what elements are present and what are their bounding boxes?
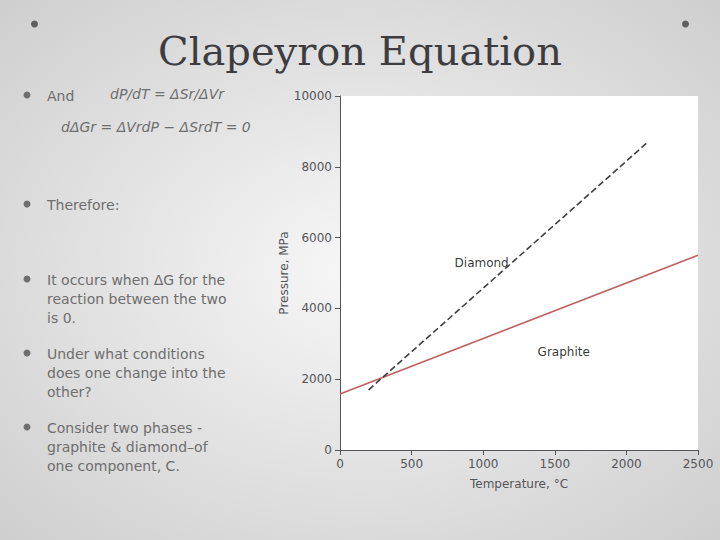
svg-text:Under what conditions: Under what conditions xyxy=(47,346,205,362)
svg-text:0: 0 xyxy=(324,443,332,457)
svg-text:Temperature, °C: Temperature, °C xyxy=(469,477,568,491)
svg-text:8000: 8000 xyxy=(301,160,332,174)
svg-text:does one change into the: does one change into the xyxy=(47,365,226,381)
svg-text:10000: 10000 xyxy=(294,89,332,103)
svg-text:Diamond: Diamond xyxy=(455,256,509,270)
svg-text:And: And xyxy=(47,88,74,104)
svg-text:1000: 1000 xyxy=(468,457,499,471)
svg-text:2000: 2000 xyxy=(301,372,332,386)
svg-text:dP/dT = ΔSr/ΔVr: dP/dT = ΔSr/ΔVr xyxy=(110,86,225,102)
svg-text:Clapeyron Equation: Clapeyron Equation xyxy=(158,28,562,74)
svg-text:1500: 1500 xyxy=(540,457,571,471)
svg-text:Consider two phases -: Consider two phases - xyxy=(47,420,202,436)
svg-text:Graphite: Graphite xyxy=(538,345,590,359)
svg-text:graphite & diamond–of: graphite & diamond–of xyxy=(47,439,209,455)
svg-text:0: 0 xyxy=(336,457,344,471)
svg-text:Therefore:: Therefore: xyxy=(46,197,119,213)
svg-text:It occurs when ΔG for the: It occurs when ΔG for the xyxy=(47,272,225,288)
svg-text:other?: other? xyxy=(47,384,92,400)
svg-text:4000: 4000 xyxy=(301,301,332,315)
svg-text:dΔGr = ΔVrdP − ΔSrdT = 0: dΔGr = ΔVrdP − ΔSrdT = 0 xyxy=(61,119,251,135)
svg-text:2500: 2500 xyxy=(683,457,714,471)
svg-text:Pressure, MPa: Pressure, MPa xyxy=(277,231,291,314)
svg-text:one component, C.: one component, C. xyxy=(47,458,180,474)
svg-text:2000: 2000 xyxy=(611,457,642,471)
svg-text:is 0.: is 0. xyxy=(47,310,76,326)
svg-text:reaction between the two: reaction between the two xyxy=(47,291,227,307)
svg-text:500: 500 xyxy=(400,457,423,471)
svg-text:6000: 6000 xyxy=(301,231,332,245)
